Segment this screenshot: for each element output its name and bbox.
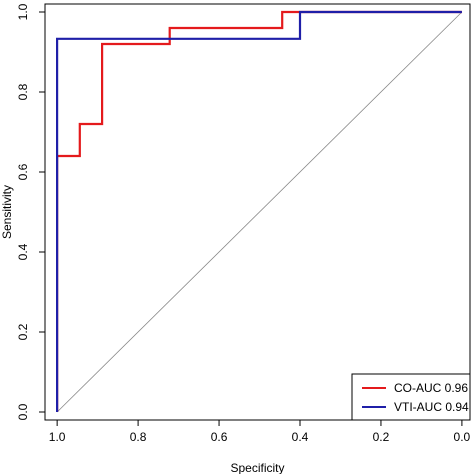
series-line-2 xyxy=(55,10,462,412)
legend: CO-AUC 0.96 VTI-AUC 0.94 xyxy=(351,373,471,421)
y-tick-label: 1.0 xyxy=(16,3,30,20)
legend-label-2: VTI-AUC 0.94 xyxy=(394,400,469,414)
x-axis-title: Specificity xyxy=(230,461,284,474)
y-tick-label: 0.4 xyxy=(16,243,30,260)
x-axis: 1.0 0.8 0.6 0.4 0.2 0.0 xyxy=(49,420,471,444)
reference-diagonal xyxy=(56,11,463,413)
y-tick-label: 0.8 xyxy=(16,83,30,100)
series-layer xyxy=(55,10,462,412)
legend-label-1: CO-AUC 0.96 xyxy=(394,381,468,395)
y-tick-label: 0.0 xyxy=(16,403,30,420)
y-axis: 0.0 0.2 0.4 0.6 0.8 1.0 xyxy=(16,3,45,420)
y-axis-title: Sensitivity xyxy=(0,185,14,239)
y-tick-label: 0.2 xyxy=(16,323,30,340)
x-tick-label: 0.4 xyxy=(292,430,309,444)
y-tick-label: 0.6 xyxy=(16,163,30,180)
series-line-1 xyxy=(55,10,462,412)
x-tick-label: 0.0 xyxy=(454,430,471,444)
x-tick-label: 0.6 xyxy=(211,430,228,444)
x-tick-label: 0.2 xyxy=(373,430,390,444)
x-tick-label: 1.0 xyxy=(49,430,66,444)
legend-box xyxy=(351,373,471,421)
plot-frame xyxy=(44,3,471,421)
x-tick-label: 0.8 xyxy=(130,430,147,444)
